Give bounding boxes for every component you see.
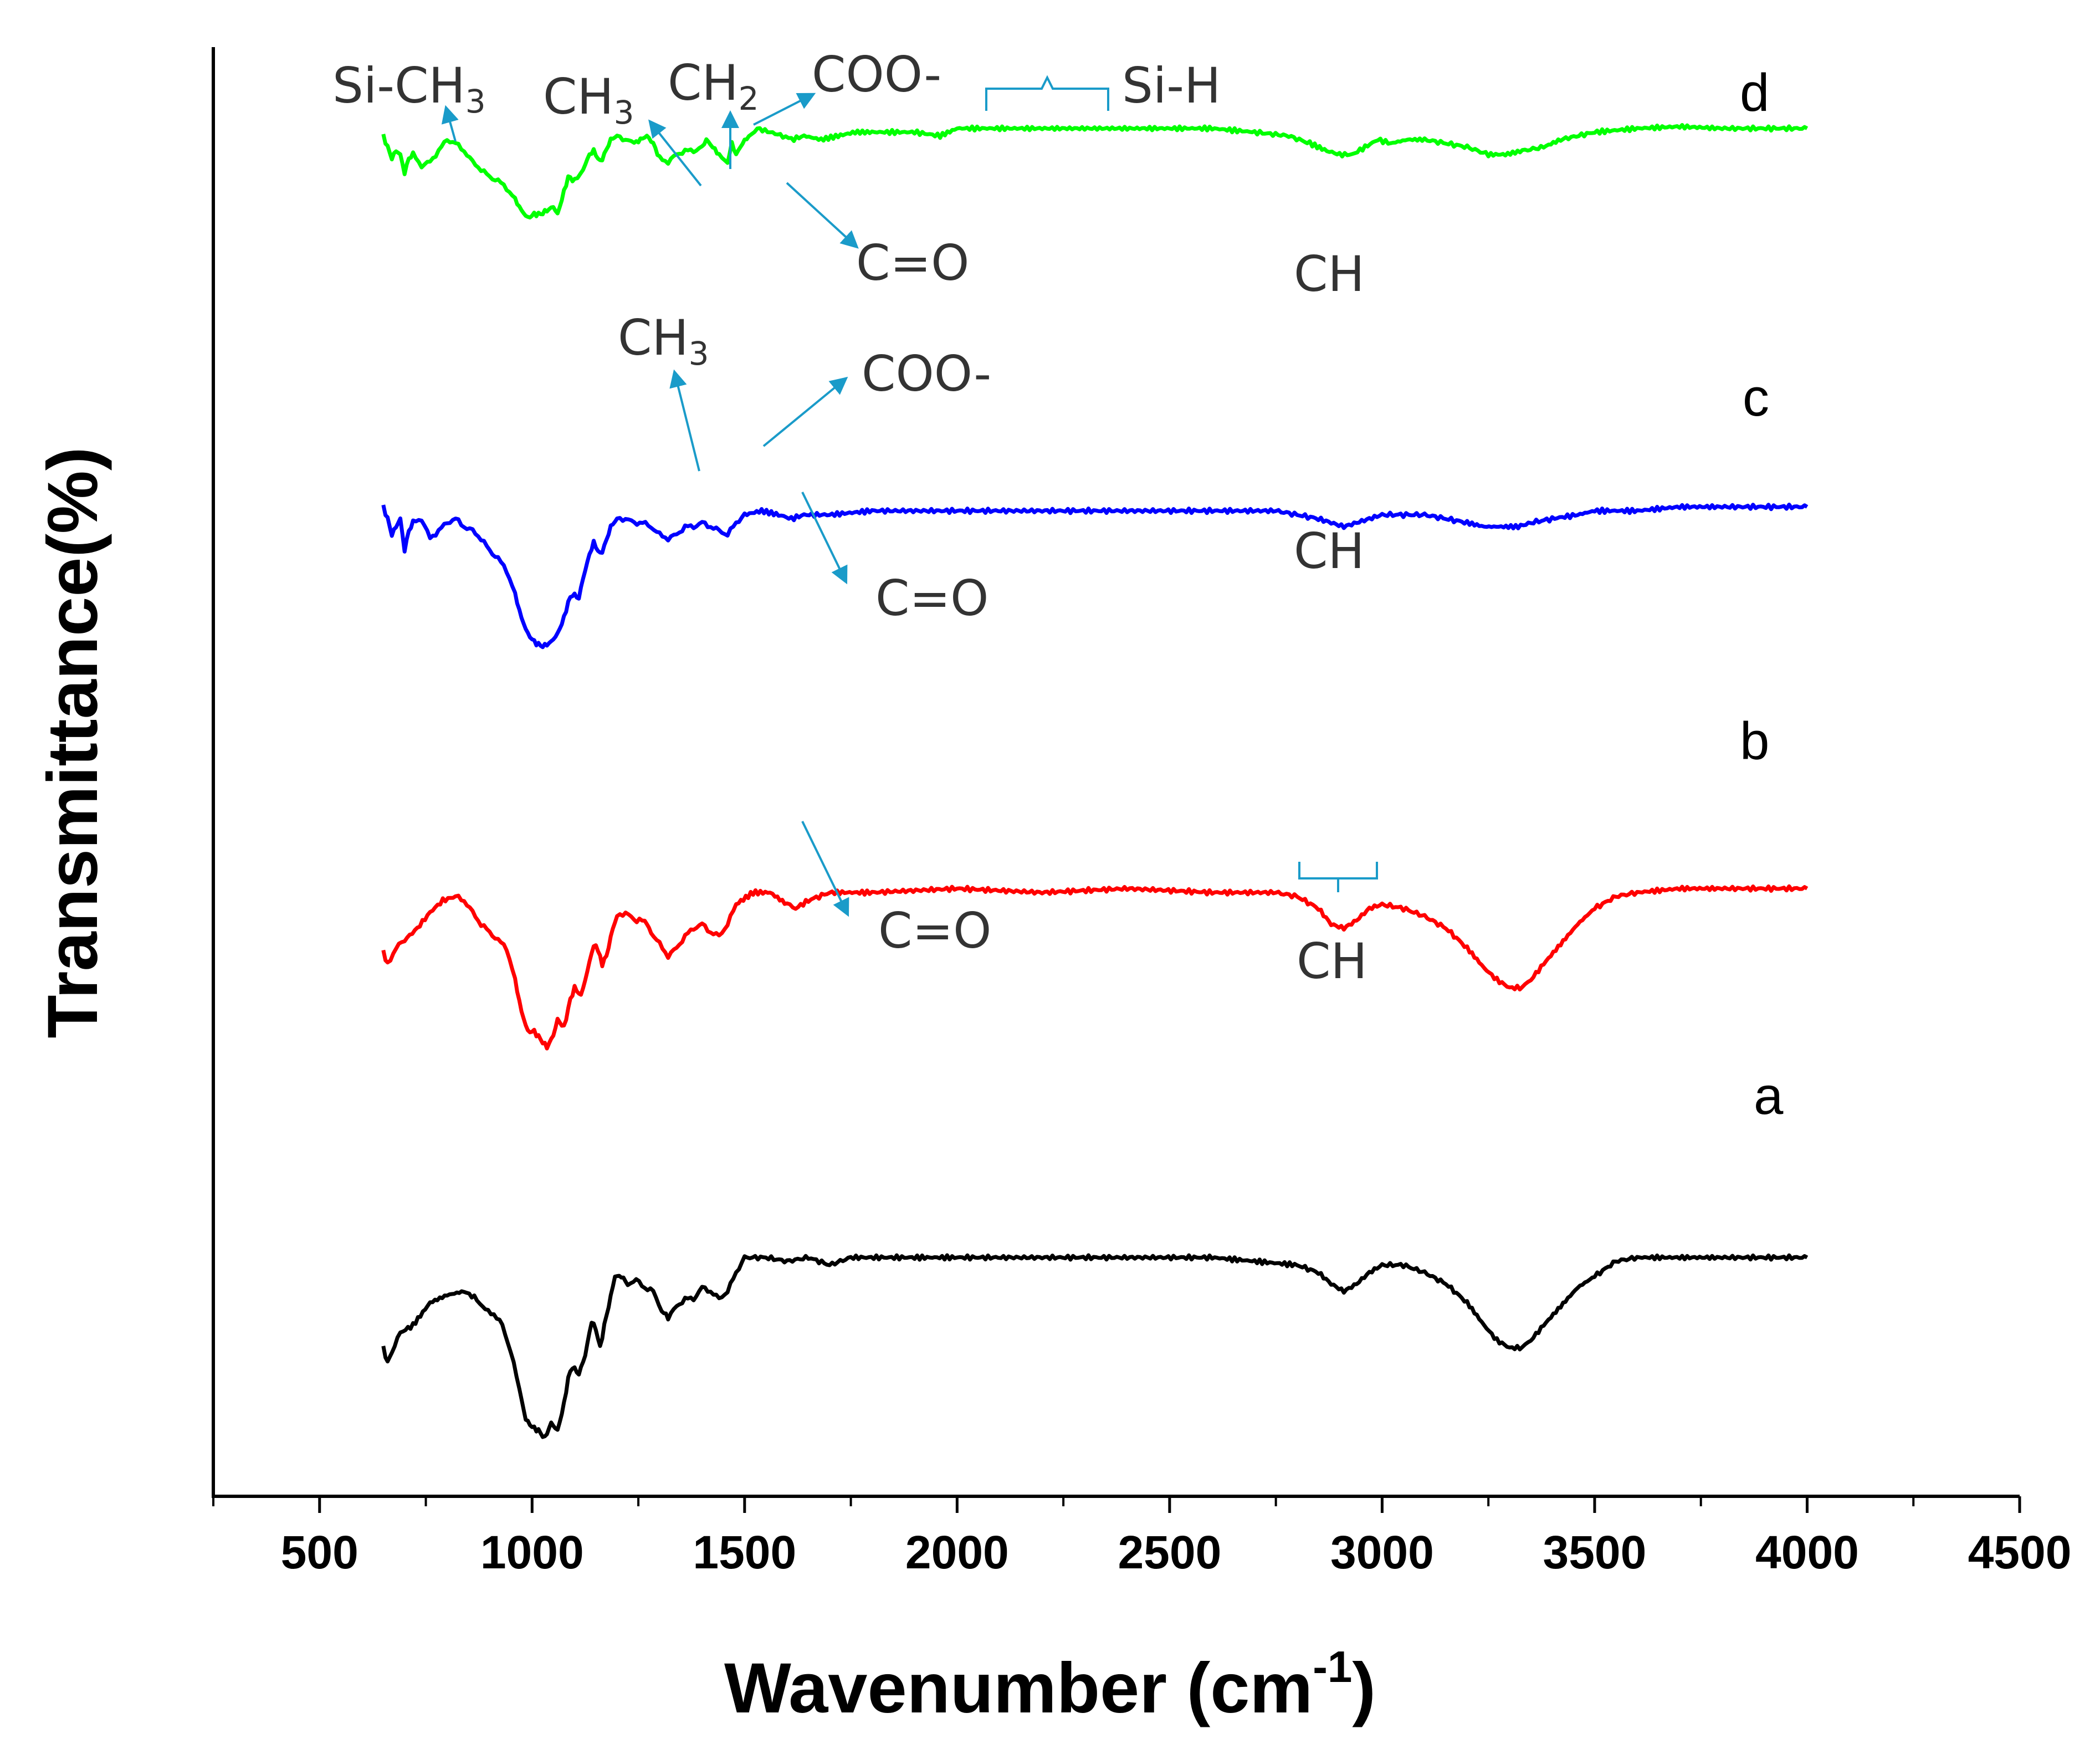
x-tick-label: 1000	[480, 1526, 584, 1578]
x-ticks: 500 1000 1500 2000 2500 3000 3500 4000 4500	[213, 1496, 2071, 1578]
curve-label-b: b	[1740, 712, 1769, 771]
x-tick-label: 500	[281, 1526, 358, 1578]
x-tick-label: 4000	[1755, 1526, 1859, 1578]
curve-label-d: d	[1740, 63, 1769, 122]
bracket-b-ch	[1299, 862, 1377, 892]
ann-b-co: C=O	[878, 902, 991, 959]
curve-label-c: c	[1743, 368, 1769, 427]
x-tick-label: 3000	[1330, 1526, 1434, 1578]
ftir-chart: 500 1000 1500 2000 2500 3000 3500 4000 4500 a b …	[0, 0, 2100, 1754]
ann-d-coo: COO-	[812, 46, 941, 103]
ann-d-ch: CH	[1294, 246, 1365, 303]
bracket-d-sih	[986, 78, 1108, 111]
ann-b-ch: CH	[1297, 933, 1367, 990]
x-tick-label: 4500	[1968, 1526, 2072, 1578]
annotations-c: CH3 COO- C=O CH	[618, 309, 1365, 627]
ann-c-ch: CH	[1294, 523, 1365, 580]
x-tick-label: 2000	[905, 1526, 1009, 1578]
ann-d-sih: Si-H	[1122, 57, 1221, 114]
y-axis-title: Transmittance(%)	[33, 447, 112, 1039]
ann-d-ch3: CH3	[543, 68, 634, 131]
arrow-c-ch3	[676, 378, 699, 471]
x-axis-title: Wavenumber (cm-1)	[724, 1642, 1376, 1728]
annotations-b: C=O CH	[802, 821, 1377, 990]
x-tick-label: 3500	[1543, 1526, 1647, 1578]
curves	[383, 125, 1807, 1438]
arrow-d-coo	[754, 97, 808, 125]
x-tick-label: 1500	[693, 1526, 796, 1578]
arrow-c-coo	[764, 382, 841, 446]
ann-d-co: C=O	[856, 234, 969, 292]
ann-d-ch2: CH2	[668, 54, 759, 117]
ann-c-co: C=O	[875, 570, 988, 627]
series-line-c	[383, 505, 1807, 647]
arrow-c-co	[802, 492, 843, 576]
curve-label-a: a	[1754, 1066, 1784, 1126]
ann-c-ch3: CH3	[618, 309, 709, 372]
ann-d-si-ch3: Si-CH3	[332, 57, 486, 120]
series-line-d	[383, 125, 1807, 218]
ann-c-coo: COO-	[862, 345, 991, 402]
arrow-d-co	[787, 183, 852, 243]
series-line-a	[383, 1255, 1807, 1437]
series-line-b	[383, 886, 1807, 1049]
arrow-d-si-ch3	[448, 114, 455, 141]
x-tick-label: 2500	[1118, 1526, 1221, 1578]
